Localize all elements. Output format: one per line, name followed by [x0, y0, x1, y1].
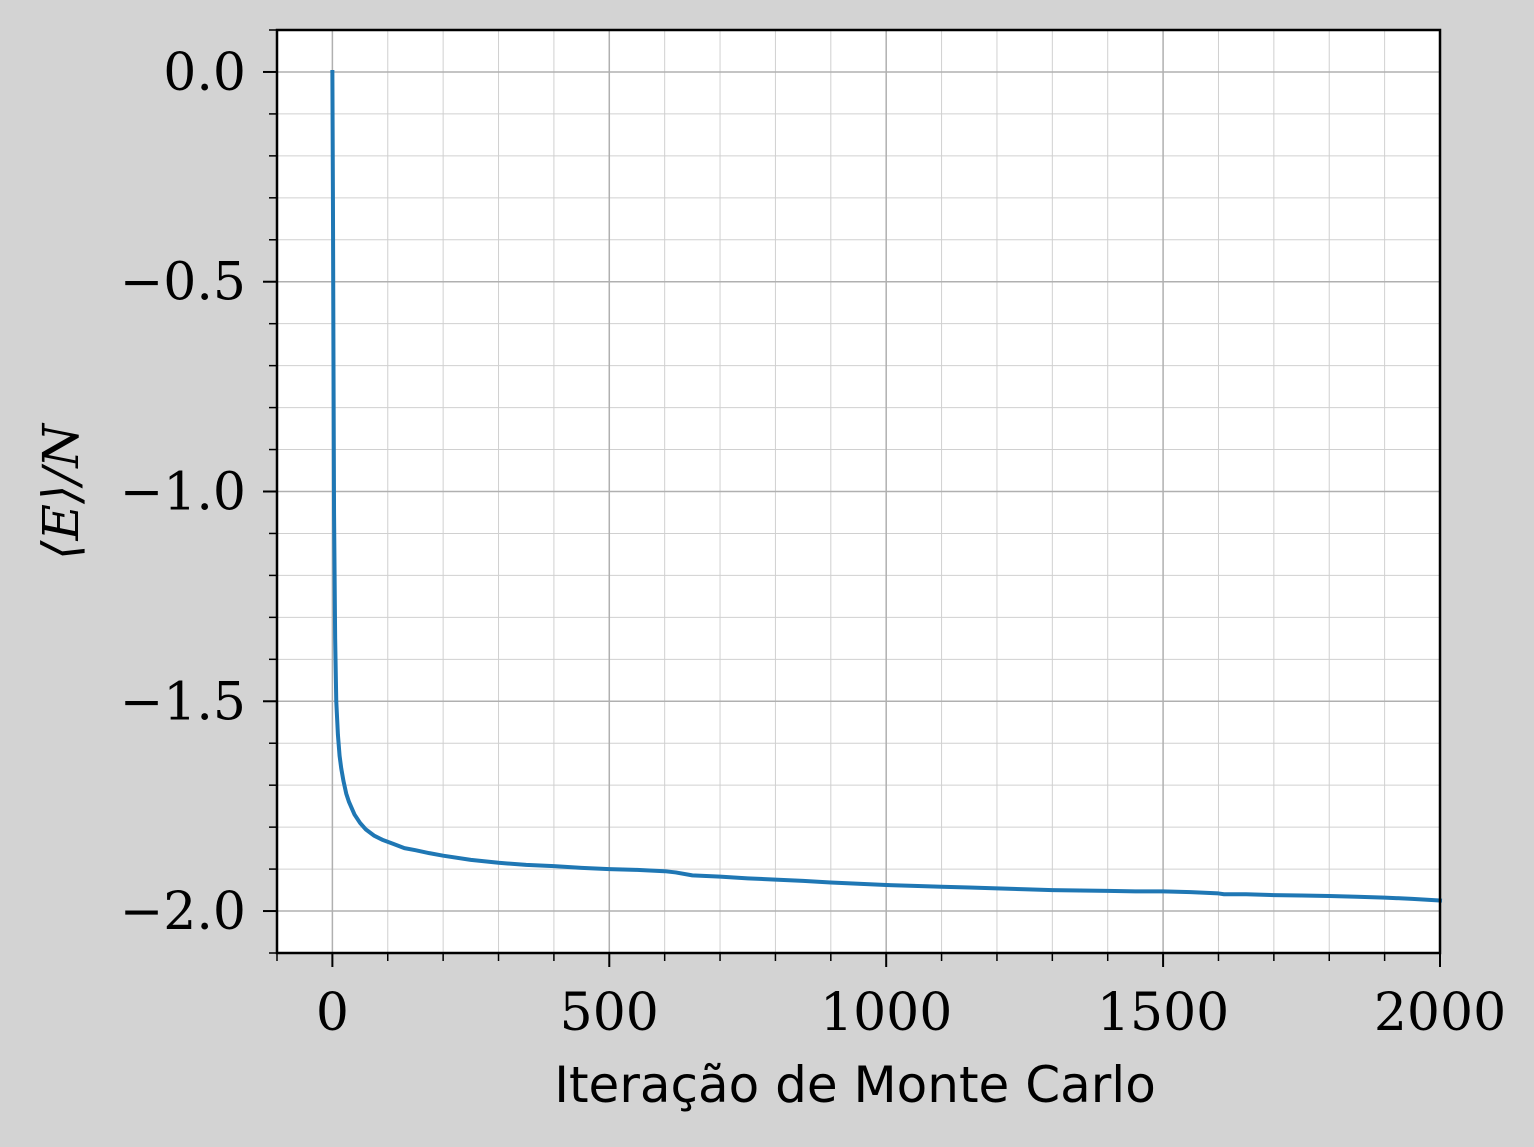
series-layer — [330, 69, 1443, 903]
axis-ticks — [263, 29, 1441, 967]
x-tick-label: 500 — [560, 983, 659, 1043]
x-tick-label: 0 — [316, 983, 349, 1043]
y-tick-label: 0.0 — [163, 43, 246, 103]
y-tick-label: −1.5 — [120, 672, 246, 732]
x-tick-label: 2000 — [1374, 983, 1506, 1043]
y-tick-label: −0.5 — [120, 253, 246, 313]
x-tick-label: 1500 — [1097, 983, 1229, 1043]
x-tick-label: 1000 — [820, 983, 952, 1043]
y-tick-label: −2.0 — [120, 882, 246, 942]
y-tick-label: −1.0 — [120, 463, 246, 523]
y-axis-label: ⟨E⟩/N — [32, 422, 90, 560]
x-axis-label: Iteração de Monte Carlo — [554, 1056, 1156, 1114]
energy-series-line — [330, 69, 1443, 903]
x-tick-labels: 0 500 1000 1500 2000 — [316, 983, 1506, 1043]
y-tick-labels: 0.0 −0.5 −1.0 −1.5 −2.0 — [120, 43, 246, 942]
